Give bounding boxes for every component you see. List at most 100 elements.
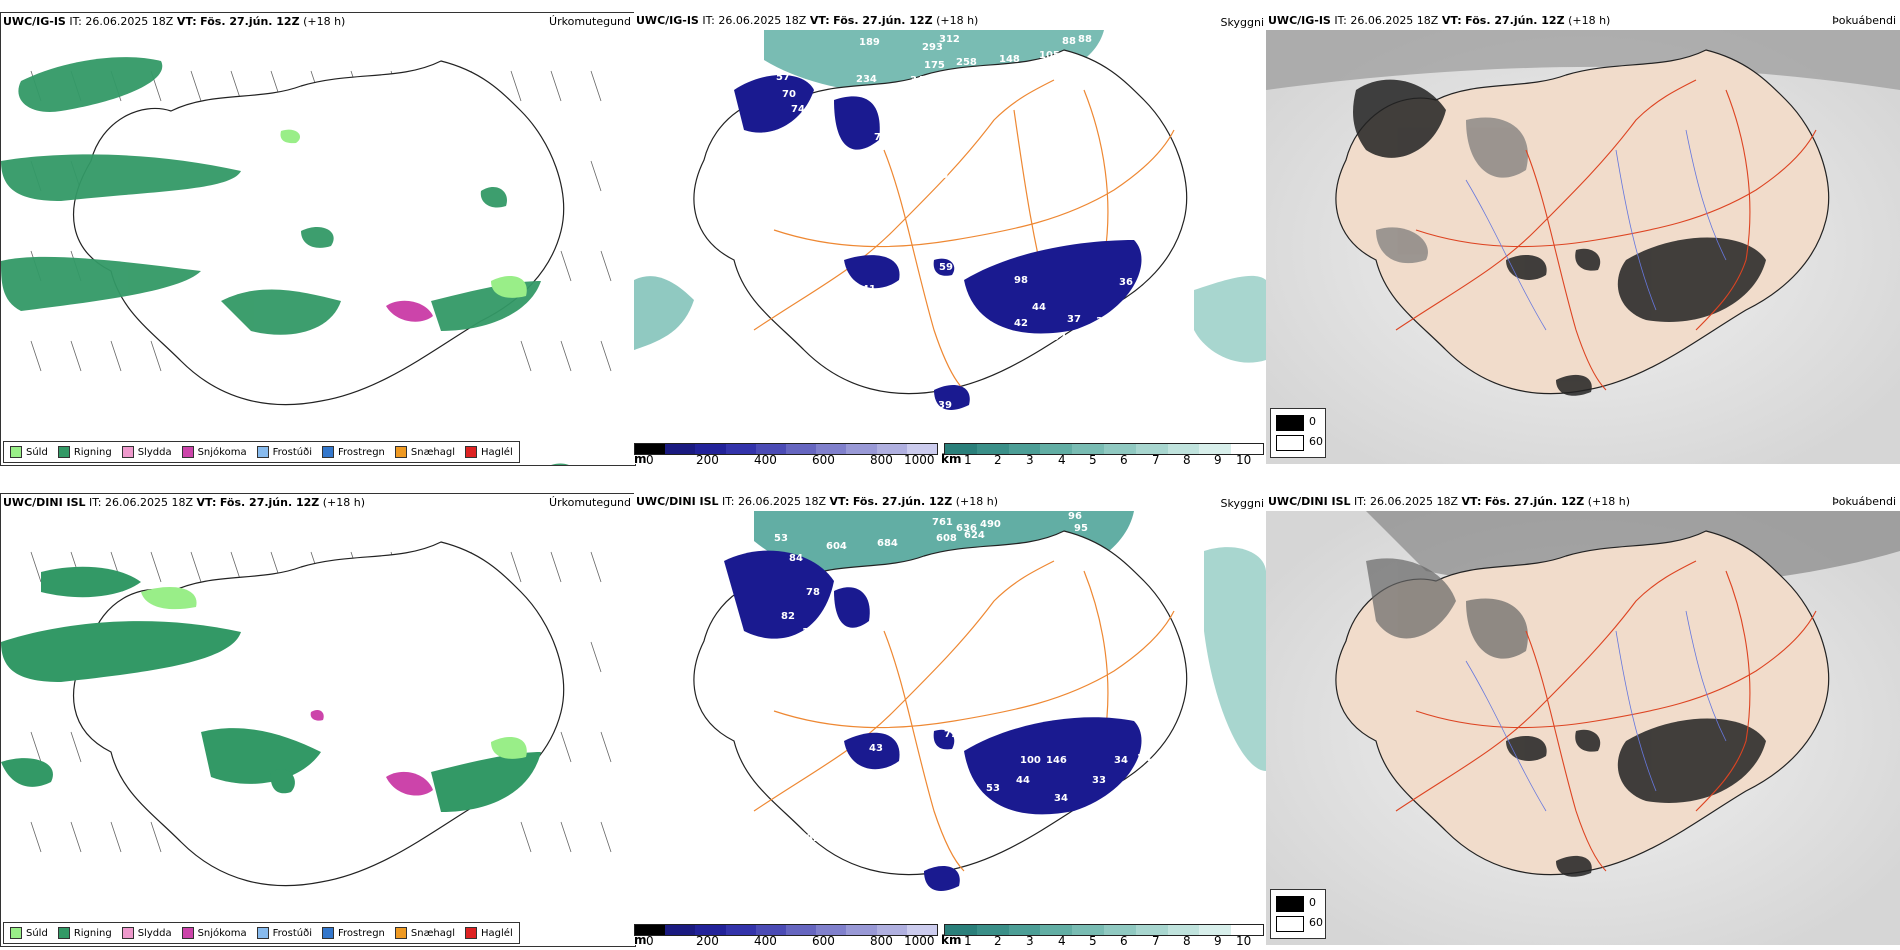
precip-map	[1, 512, 635, 946]
ceiling-label: 82	[806, 833, 820, 844]
panel-title: UWC/DINI ISL IT: 26.06.2025 18Z VT: Fös.…	[3, 496, 366, 509]
visibility-tick: 7	[1152, 934, 1160, 945]
visibility-panel-bottom: UWC/DINI ISL IT: 26.06.2025 18Z VT: Fös.…	[634, 493, 1266, 945]
ceiling-tick: 0	[646, 453, 654, 464]
visibility-tick: 6	[1120, 934, 1128, 945]
ceiling-label: 22	[749, 244, 763, 255]
fog-legend-max: 60	[1309, 916, 1323, 929]
ceiling-label: 35	[1137, 296, 1151, 307]
ceiling-tick: 600	[812, 934, 835, 945]
legend-item: Frostúði	[256, 446, 312, 458]
ceiling-label: 44	[909, 881, 923, 892]
ceiling-label: 88	[1078, 34, 1092, 45]
visibility-tick: 2	[994, 453, 1002, 464]
ceiling-label: 82	[781, 611, 795, 622]
ceiling-label: 84	[804, 130, 818, 141]
ceiling-label: 114	[774, 258, 795, 269]
precip-legend: Súld Rigning Slydda Snjókoma Frostúði Fr…	[3, 441, 520, 463]
snow-area	[310, 709, 433, 796]
precip-title: Úrkomutegund	[549, 496, 631, 509]
ceiling-label: 258	[956, 57, 977, 68]
fog-legend-min: 0	[1309, 896, 1316, 909]
ceiling-label: 39	[910, 396, 924, 407]
ceiling-label: 234	[856, 74, 877, 85]
legend-item: Slydda	[121, 927, 172, 939]
ceiling-label: 36	[1119, 277, 1133, 288]
ceiling-tick: 800	[870, 934, 893, 945]
ceiling-label: 604	[826, 541, 847, 552]
precip-panel-bottom: UWC/DINI ISL IT: 26.06.2025 18Z VT: Fös.…	[0, 493, 636, 947]
ceiling-label: 34	[1137, 753, 1151, 764]
ceiling-label: 39	[938, 400, 952, 411]
visibility-title: Skyggni	[1220, 16, 1264, 29]
ceiling-label: 57	[776, 72, 790, 83]
fog-panel-bottom: UWC/DINI ISL IT: 26.06.2025 18Z VT: Fös.…	[1266, 493, 1900, 945]
ceiling-label: 170	[802, 627, 823, 638]
ceiling-unit: m	[634, 933, 647, 945]
legend-item: Rigning	[57, 446, 112, 458]
ceiling-label: 189	[859, 37, 880, 48]
ceiling-label: 59	[939, 262, 953, 273]
ceiling-label: 87	[746, 152, 760, 163]
legend-item: Rigning	[57, 927, 112, 939]
ceiling-label: 42	[1014, 318, 1028, 329]
visibility-colorbar	[944, 924, 1264, 936]
visibility-tick: 2	[994, 934, 1002, 945]
panel-title: UWC/IG-IS IT: 26.06.2025 18Z VT: Fös. 27…	[3, 15, 346, 28]
ceiling-label: 84	[794, 158, 808, 169]
legend-item: Snjókoma	[181, 927, 247, 939]
ceiling-label: 78	[806, 587, 820, 598]
ceiling-tick: 200	[696, 453, 719, 464]
visibility-colorbar	[944, 443, 1264, 455]
ceiling-label: 37	[1067, 314, 1081, 325]
legend-item: Slydda	[121, 446, 172, 458]
ceiling-label: 238	[949, 74, 970, 85]
visibility-map: 189 293 312 175 258 148 105 88 88 234 34…	[634, 30, 1266, 440]
visibility-panel-top: UWC/IG-IS IT: 26.06.2025 18Z VT: Fös. 27…	[634, 12, 1266, 464]
ceiling-tick: 0	[646, 934, 654, 945]
panel-title: UWC/IG-IS IT: 26.06.2025 18Z VT: Fös. 27…	[636, 14, 979, 27]
ceiling-colorbar	[634, 443, 938, 455]
visibility-tick: 4	[1058, 934, 1066, 945]
ceiling-label: 34	[1114, 755, 1128, 766]
visibility-tick: 5	[1089, 934, 1097, 945]
ceiling-label: 30	[1096, 316, 1110, 327]
ceiling-label: 490	[980, 519, 1001, 530]
visibility-tick: 9	[1214, 934, 1222, 945]
ceiling-tick: 800	[870, 453, 893, 464]
precip-panel-top: UWC/IG-IS IT: 26.06.2025 18Z VT: Fös. 27…	[0, 12, 636, 466]
rain-areas	[1, 57, 569, 465]
legend-item: Frostregn	[322, 927, 385, 939]
roads	[1395, 560, 1817, 872]
ceiling-label: 53	[774, 533, 788, 544]
ceiling-label: 88	[1062, 36, 1076, 47]
ceiling-label: 148	[999, 54, 1020, 65]
rivers	[1465, 129, 1727, 331]
ceiling-label: 608	[936, 533, 957, 544]
roads	[1395, 79, 1817, 391]
ceiling-tick: 400	[754, 934, 777, 945]
fog-title: Þokuábendi	[1832, 14, 1896, 27]
legend-item: Haglél	[465, 446, 513, 458]
ceiling-label: 96	[1068, 511, 1082, 522]
ceiling-label: 105	[1039, 50, 1060, 61]
visibility-tick: 3	[1026, 453, 1034, 464]
visibility-tick: 3	[1026, 934, 1034, 945]
ceiling-labels: 761 636 490 608 624 96 95 604 684 223 53…	[774, 511, 1151, 892]
visibility-title: Skyggni	[1220, 497, 1264, 510]
ceiling-label: 60	[934, 170, 948, 181]
fog-map	[1266, 511, 1900, 945]
legend-item: Frostregn	[322, 446, 385, 458]
visibility-unit: km	[941, 933, 962, 945]
ceiling-tick: 200	[696, 934, 719, 945]
ceiling-label: 44	[1016, 775, 1030, 786]
ceiling-label: 95	[1074, 523, 1088, 534]
ceiling-label: 83	[814, 116, 828, 127]
low-ceiling-areas	[734, 75, 1142, 410]
ceiling-labels: 189 293 312 175 258 148 105 88 88 234 34…	[730, 34, 1151, 411]
ceiling-label: 312	[939, 34, 960, 45]
legend-item: Snæhagl	[394, 446, 455, 458]
rivers	[1465, 610, 1727, 812]
ceiling-label: 33	[1092, 775, 1106, 786]
ceiling-label: 32	[1052, 332, 1066, 343]
